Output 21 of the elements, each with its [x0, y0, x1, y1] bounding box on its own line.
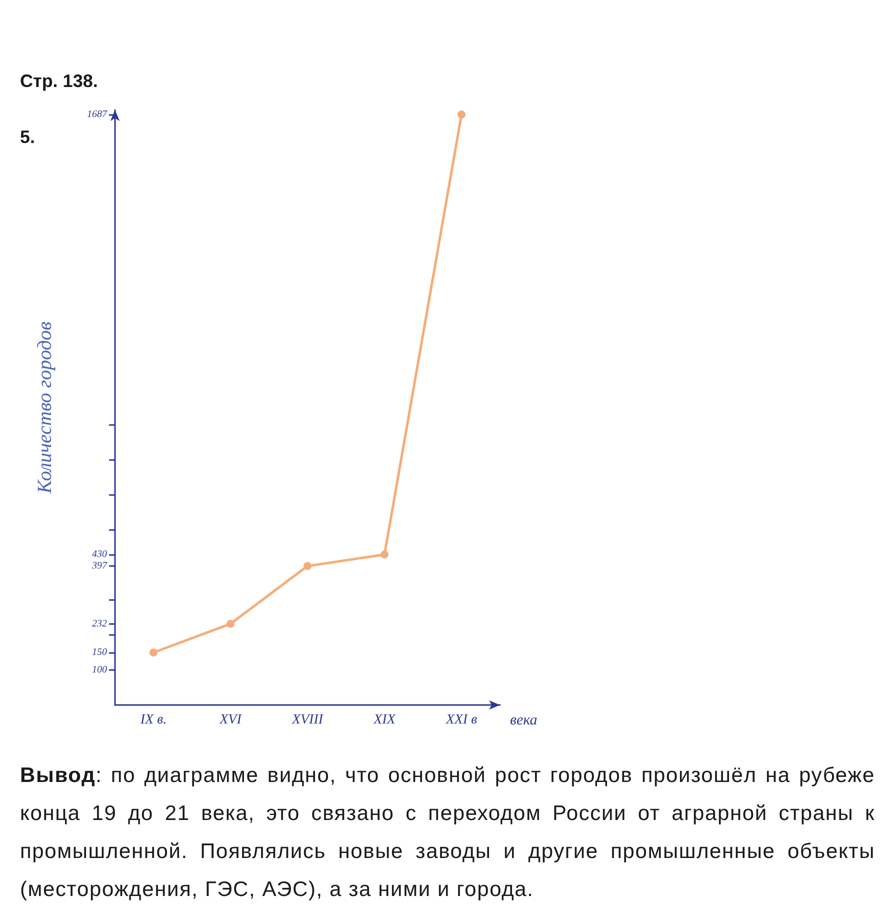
text: Вывод: по диаграмме видно, что основной рост городов произошёл на рубеже конца 19 до 21 века, это связано с переходом России от аграрной страны к промышленной. Появлялись новые заводы и другие промышленные объекты (месторождения, ГЭС, АЭС), а за ними и города.: [20, 764, 875, 901]
point: [226, 620, 234, 628]
x-tick-label: XVIII: [290, 712, 324, 728]
y-tick-label: 1687: [87, 109, 108, 120]
y-tick-label: 232: [92, 618, 107, 630]
x-tick-label: IX в.: [139, 712, 167, 728]
y-tick-label: 430: [92, 549, 107, 560]
y-tick-label: 100: [92, 664, 107, 676]
y-tick-label: 150: [92, 647, 107, 658]
chart-title: Стр. 138.: [20, 71, 98, 92]
point: [304, 562, 312, 570]
x-tick-label: XIX: [372, 712, 396, 728]
x-tick-label: XXI в: [444, 712, 478, 728]
point: [380, 550, 388, 558]
y-tick-label: 397: [91, 560, 108, 572]
point: [150, 648, 158, 656]
text: 5.: [20, 127, 36, 148]
point: [458, 110, 466, 119]
x-tick-label: XVI: [218, 712, 243, 728]
y-axis-title: Количество городов: [34, 321, 56, 494]
x-axis-title: века: [510, 712, 538, 728]
